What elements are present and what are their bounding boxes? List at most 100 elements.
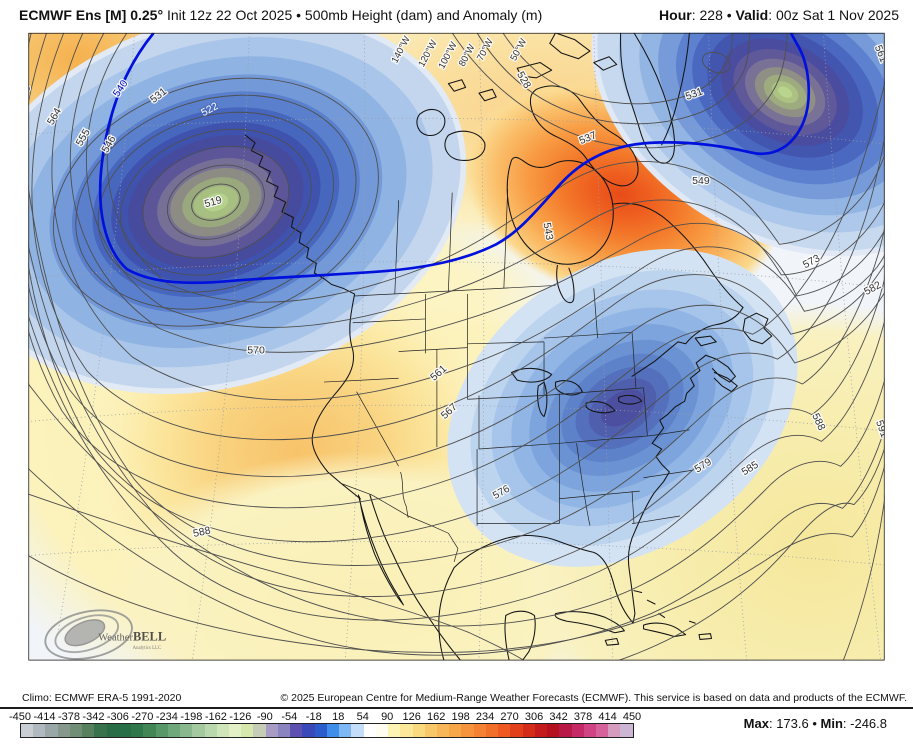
valid-time: Hour: 228 • Valid: 00z Sat 1 Nov 2025 — [659, 7, 899, 23]
colorbar-tick: -306 — [106, 711, 129, 723]
colorbar-tick: 162 — [426, 711, 446, 723]
colorbar-segment — [192, 724, 205, 737]
colorbar-segment — [94, 724, 107, 737]
colorbar-segment — [449, 724, 462, 737]
contour-label: 573 — [18, 84, 33, 104]
colorbar-segment — [82, 724, 95, 737]
colorbar-segment — [302, 724, 315, 737]
title-details: Init 12z 22 Oct 2025 • 500mb Height (dam… — [163, 7, 543, 23]
colorbar-segment — [143, 724, 156, 737]
colorbar-segment — [388, 724, 401, 737]
coast-hudson-bay — [506, 156, 614, 265]
svg-text:Analytics LLC: Analytics LLC — [133, 646, 161, 651]
weather-map: 5195225315405465555645735705705615675765… — [15, 32, 885, 661]
anomaly-colorbar — [20, 723, 634, 738]
contour-label: 588 — [192, 524, 212, 539]
colorbar-segment — [228, 724, 242, 737]
coast-novascotia — [713, 371, 738, 393]
colorbar-tick: 306 — [524, 711, 544, 723]
coast-stlawrence — [631, 341, 679, 377]
island-small1 — [478, 88, 497, 102]
colorbar-segment — [400, 724, 413, 737]
contour-label: 570 — [15, 202, 30, 222]
colorbar-segment — [339, 724, 352, 737]
colorbar-tick: 18 — [332, 711, 345, 723]
colorbar-segment — [180, 724, 193, 737]
colorbar-tick: 270 — [500, 711, 519, 723]
colorbar-segment — [363, 724, 376, 737]
colorbar-segment — [596, 724, 609, 737]
colorbar-tick: -270 — [131, 711, 154, 723]
colorbar-segment — [69, 724, 83, 737]
colorbar-segment — [167, 724, 181, 737]
coast-mexico-west — [369, 494, 462, 661]
colorbar-segment — [534, 724, 548, 737]
coast-james-bay — [556, 264, 575, 304]
colorbar-segment — [253, 724, 266, 737]
colorbar-segment — [375, 724, 389, 737]
colorbar-segment — [351, 724, 364, 737]
colorbar-segment — [45, 724, 58, 737]
colorbar-segment — [522, 724, 535, 737]
colorbar-segment — [571, 724, 584, 737]
colorbar-tick: 90 — [381, 711, 394, 723]
colorbar-segment — [485, 724, 499, 737]
map-field: 5195225315405465555645735705705615675765… — [15, 32, 885, 661]
colorbar-tick: 414 — [598, 711, 617, 723]
model-name: ECMWF Ens [M] 0.25° — [19, 7, 164, 23]
lake-michigan — [537, 381, 548, 418]
colorbar-tick: 342 — [549, 711, 568, 723]
colorbar-tick: -342 — [82, 711, 105, 723]
colorbar-segment — [608, 724, 621, 737]
colorbar-tick: 198 — [451, 711, 470, 723]
colorbar-tick: -126 — [229, 711, 252, 723]
colorbar-segment — [498, 724, 511, 737]
colorbar-ticks: -450 -414 -378 -342 -306 -270 -234 -198 -162 -126… — [0, 711, 913, 723]
map-title: ECMWF Ens [M] 0.25° Init 12z 22 Oct 2025… — [0, 7, 542, 23]
coast-labrador — [612, 202, 744, 345]
colorbar-segment — [118, 724, 132, 737]
coast-greenland-east — [661, 32, 690, 146]
colorbar-segment — [277, 724, 291, 737]
colorbar-segment — [583, 724, 597, 737]
colorbar-segment — [57, 724, 70, 737]
map-canvas: 519 522 531 540 546 555 564 573 570 570 561 567 576 5… — [0, 30, 913, 693]
colorbar-segment — [265, 724, 278, 737]
colorbar-tick: -90 — [256, 711, 273, 723]
coast-newfoundland — [742, 312, 773, 345]
contour-label: 519 — [203, 194, 223, 210]
lake-erie — [585, 401, 616, 414]
colorbar-segment — [424, 724, 437, 737]
contour-540-thick — [98, 32, 811, 285]
colorbar-tick: 378 — [573, 711, 593, 723]
copyright-note: © 2025 European Centre for Medium-Range … — [280, 692, 907, 704]
colorbar-segment — [559, 724, 572, 737]
colorbar-tick: -162 — [204, 711, 227, 723]
island-baffin — [529, 85, 639, 187]
colorbar-segment — [131, 724, 144, 737]
colorbar-tick: 450 — [622, 711, 642, 723]
colorbar-segment — [326, 724, 340, 737]
colorbar-tick: -450 — [8, 711, 32, 723]
islands-bahamas — [633, 590, 696, 624]
colorbar-segment — [106, 724, 119, 737]
weatherbell-logo: WeatherBELL Analytics LLC — [44, 609, 166, 660]
colorbar-tick: -54 — [281, 711, 298, 723]
cold-anomaly-atlantic — [591, 32, 885, 257]
coast-gulf-east — [438, 354, 707, 661]
colorbar-tick: 54 — [356, 711, 369, 723]
colorbar-segment — [155, 724, 168, 737]
colorbar-segment — [510, 724, 523, 737]
colorbar-tick: -18 — [305, 711, 322, 723]
max-min-readout: Max: 173.6 • Min: -246.8 — [743, 716, 887, 731]
island-ellesmere — [549, 32, 591, 60]
island-puertorico — [698, 633, 712, 640]
border-us-mexico — [341, 483, 459, 563]
island-jamaica — [604, 637, 620, 646]
colorbar-segment — [33, 724, 46, 737]
height-contours — [28, 32, 885, 661]
island-banks — [416, 108, 446, 136]
colorbar-segment — [21, 724, 34, 737]
graticule — [28, 32, 885, 661]
contour-label: 570 — [247, 344, 265, 356]
